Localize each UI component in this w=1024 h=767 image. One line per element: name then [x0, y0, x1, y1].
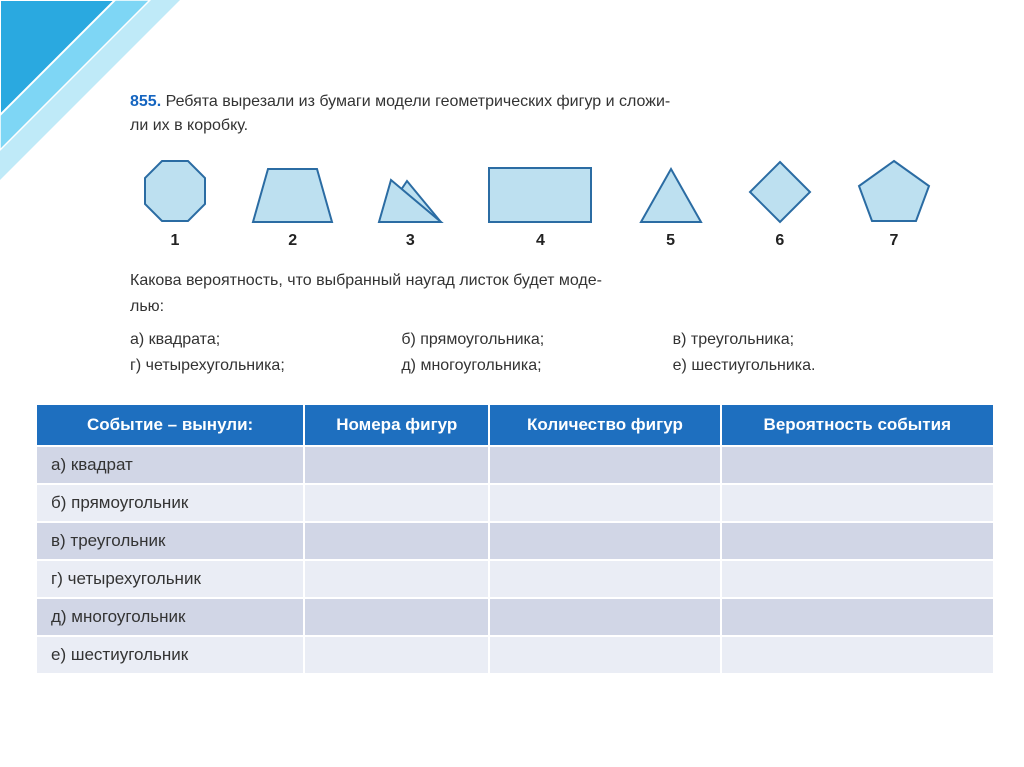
- cell-nums: [304, 522, 489, 560]
- probability-table: Событие – вынули: Номера фигур Количеств…: [35, 403, 995, 675]
- cell-label: е) шестиугольник: [36, 636, 304, 674]
- problem-text-line2: ли их в коробку.: [130, 117, 248, 134]
- problem-number: 855.: [130, 93, 161, 110]
- content-area: 855. Ребята вырезали из бумаги модели ге…: [0, 0, 1024, 675]
- cell-prob: [721, 522, 994, 560]
- option-d: г) четырехугольника;: [130, 357, 401, 375]
- col-nums: Номера фигур: [304, 404, 489, 446]
- cell-label: в) треугольник: [36, 522, 304, 560]
- cell-label: а) квадрат: [36, 446, 304, 484]
- shape-right-triangle: 3: [375, 176, 445, 250]
- table-row: д) многоугольник: [36, 598, 994, 636]
- shape-label-5: 5: [666, 232, 675, 250]
- options-grid: а) квадрата; б) прямоугольника; в) треуг…: [130, 331, 944, 375]
- cell-prob: [721, 598, 994, 636]
- cell-nums: [304, 636, 489, 674]
- cell-count: [489, 598, 720, 636]
- question-line1: Какова вероятность, что выбранный наугад…: [130, 272, 602, 289]
- cell-count: [489, 446, 720, 484]
- table-row: а) квадрат: [36, 446, 994, 484]
- shape-triangle: 5: [636, 164, 706, 250]
- cell-prob: [721, 484, 994, 522]
- option-e: д) многоугольника;: [401, 357, 672, 375]
- cell-nums: [304, 484, 489, 522]
- shape-label-4: 4: [536, 232, 545, 250]
- option-f: е) шестиугольника.: [673, 357, 944, 375]
- shape-label-1: 1: [171, 232, 180, 250]
- table-row: в) треугольник: [36, 522, 994, 560]
- problem-statement: 855. Ребята вырезали из бумаги модели ге…: [130, 90, 944, 138]
- shape-label-3: 3: [406, 232, 415, 250]
- cell-count: [489, 522, 720, 560]
- shape-label-6: 6: [775, 232, 784, 250]
- shape-label-2: 2: [288, 232, 297, 250]
- cell-prob: [721, 560, 994, 598]
- question-text: Какова вероятность, что выбранный наугад…: [130, 268, 944, 319]
- shape-pentagon: 7: [854, 156, 934, 250]
- cell-nums: [304, 598, 489, 636]
- cell-label: г) четырехугольник: [36, 560, 304, 598]
- cell-count: [489, 484, 720, 522]
- table-row: е) шестиугольник: [36, 636, 994, 674]
- table-row: б) прямоугольник: [36, 484, 994, 522]
- cell-prob: [721, 446, 994, 484]
- table-body: а) квадрат б) прямоугольник в) треугольн…: [36, 446, 994, 674]
- table-row: г) четырехугольник: [36, 560, 994, 598]
- cell-nums: [304, 446, 489, 484]
- table-header-row: Событие – вынули: Номера фигур Количеств…: [36, 404, 994, 446]
- cell-count: [489, 560, 720, 598]
- shape-diamond: 6: [746, 158, 814, 250]
- option-b: б) прямоугольника;: [401, 331, 672, 349]
- cell-label: б) прямоугольник: [36, 484, 304, 522]
- cell-nums: [304, 560, 489, 598]
- shapes-row: 1 2 3 4: [130, 156, 944, 258]
- option-c: в) треугольника;: [673, 331, 944, 349]
- cell-prob: [721, 636, 994, 674]
- question-line2: лью:: [130, 298, 164, 315]
- cell-count: [489, 636, 720, 674]
- col-count: Количество фигур: [489, 404, 720, 446]
- shape-octagon: 1: [140, 156, 210, 250]
- option-a: а) квадрата;: [130, 331, 401, 349]
- col-prob: Вероятность события: [721, 404, 994, 446]
- col-event: Событие – вынули:: [36, 404, 304, 446]
- problem-text-line1: Ребята вырезали из бумаги модели геометр…: [166, 93, 671, 110]
- shape-rectangle: 4: [485, 164, 595, 250]
- cell-label: д) многоугольник: [36, 598, 304, 636]
- shape-trapezoid: 2: [250, 164, 335, 250]
- shape-label-7: 7: [889, 232, 898, 250]
